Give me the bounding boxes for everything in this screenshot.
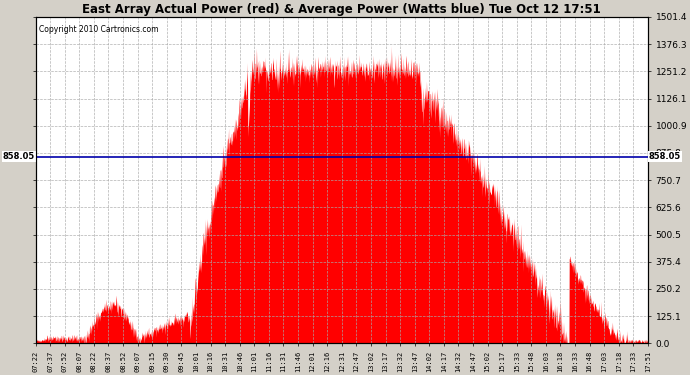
Text: 858.05: 858.05 <box>649 152 681 161</box>
Text: Copyright 2010 Cartronics.com: Copyright 2010 Cartronics.com <box>39 25 158 34</box>
Title: East Array Actual Power (red) & Average Power (Watts blue) Tue Oct 12 17:51: East Array Actual Power (red) & Average … <box>82 3 601 16</box>
Text: 858.05: 858.05 <box>3 152 35 161</box>
